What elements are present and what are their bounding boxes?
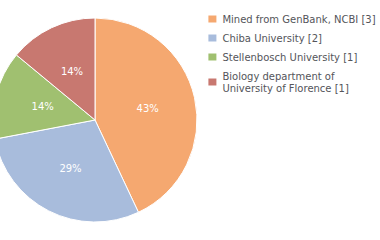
svg-text:Stellenbosch University [1]: Stellenbosch University [1] bbox=[222, 52, 357, 63]
svg-text:Biology department of: Biology department of bbox=[222, 71, 335, 82]
svg-text:29%: 29% bbox=[59, 163, 81, 174]
svg-text:Chiba University [2]: Chiba University [2] bbox=[222, 33, 322, 44]
svg-text:43%: 43% bbox=[137, 103, 159, 114]
svg-text:Mined from GenBank, NCBI [3]: Mined from GenBank, NCBI [3] bbox=[222, 14, 375, 25]
svg-text:14%: 14% bbox=[61, 66, 83, 77]
svg-text:University of Florence [1]: University of Florence [1] bbox=[222, 83, 349, 94]
svg-text:14%: 14% bbox=[32, 101, 54, 112]
